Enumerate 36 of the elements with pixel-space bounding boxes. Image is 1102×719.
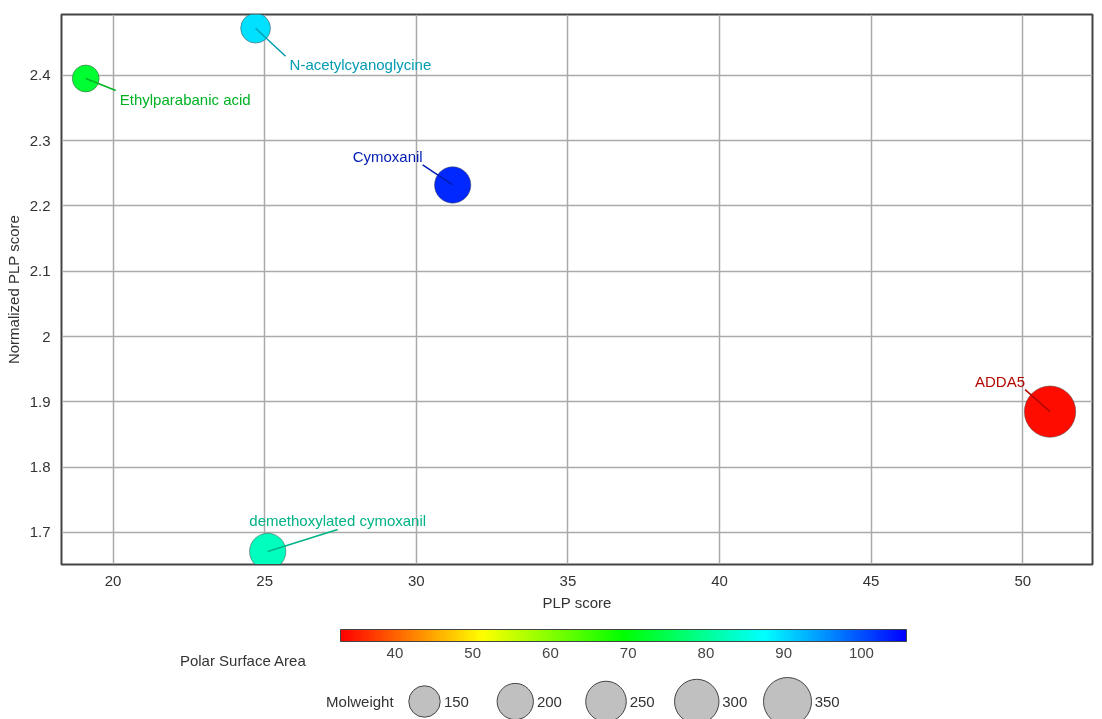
x-tick-label: 40 bbox=[711, 571, 728, 589]
y-tick-label: 2.2 bbox=[29, 196, 51, 214]
y-tick-label: 2 bbox=[42, 327, 51, 345]
y-tick-label: 1.8 bbox=[29, 458, 51, 476]
legend-label: 150 bbox=[443, 692, 469, 710]
annotation: Cymoxanil bbox=[352, 147, 423, 165]
x-tick-label: 25 bbox=[256, 571, 274, 589]
x-axis-title: PLP score bbox=[542, 593, 612, 611]
color-bar-label: 90 bbox=[775, 643, 792, 661]
y-axis-title: Normalized PLP score bbox=[4, 215, 22, 365]
color-bar-label: 40 bbox=[386, 643, 404, 661]
color-bar-label: 80 bbox=[697, 643, 715, 661]
y-tick-label: 1.7 bbox=[29, 523, 51, 541]
x-tick-label: 45 bbox=[862, 571, 880, 589]
color-bar-label: 50 bbox=[464, 643, 482, 661]
annotation: demethoxylated cymoxanil bbox=[249, 512, 427, 530]
color-bar-label: 70 bbox=[619, 643, 637, 661]
legend-title: Molweight bbox=[326, 693, 395, 710]
color-bar-label: 60 bbox=[542, 643, 559, 661]
legend-label: 200 bbox=[536, 692, 562, 710]
x-tick-label: 50 bbox=[1014, 571, 1032, 589]
color-bar-title: Polar Surface Area bbox=[179, 652, 307, 669]
x-tick-label: 20 bbox=[104, 571, 122, 589]
legend-label: 350 bbox=[814, 692, 840, 710]
annotation: ADDA5 bbox=[975, 372, 1026, 390]
color-bar-label: 100 bbox=[848, 643, 874, 661]
annotation: N-acetylcyanoglycine bbox=[289, 56, 432, 74]
y-tick-label: 2.4 bbox=[29, 66, 51, 84]
y-tick-label: 1.9 bbox=[29, 392, 51, 410]
y-tick-label: 2.1 bbox=[29, 262, 51, 280]
annotation: Ethylparabanic acid bbox=[119, 90, 251, 108]
legend-label: 250 bbox=[629, 692, 655, 710]
y-tick-label: 2.3 bbox=[29, 131, 51, 149]
x-tick-label: 35 bbox=[559, 571, 577, 589]
legend-label: 300 bbox=[722, 692, 748, 710]
x-tick-label: 30 bbox=[407, 571, 425, 589]
